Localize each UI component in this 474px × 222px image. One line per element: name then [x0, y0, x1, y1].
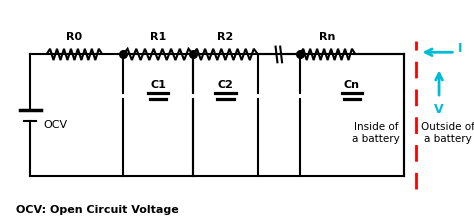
Text: R1: R1 — [150, 32, 166, 42]
Text: Inside of
a battery: Inside of a battery — [353, 122, 400, 144]
Text: Cn: Cn — [344, 80, 360, 90]
Text: R0: R0 — [66, 32, 82, 42]
Text: R2: R2 — [217, 32, 234, 42]
Text: Rn: Rn — [319, 32, 336, 42]
Text: V: V — [434, 103, 444, 116]
Text: I: I — [457, 42, 462, 55]
Text: C2: C2 — [218, 80, 233, 90]
Text: OCV: OCV — [43, 120, 67, 130]
Text: Outside of
a battery: Outside of a battery — [421, 122, 474, 144]
Text: OCV: Open Circuit Voltage: OCV: Open Circuit Voltage — [16, 204, 179, 214]
Text: C1: C1 — [150, 80, 166, 90]
